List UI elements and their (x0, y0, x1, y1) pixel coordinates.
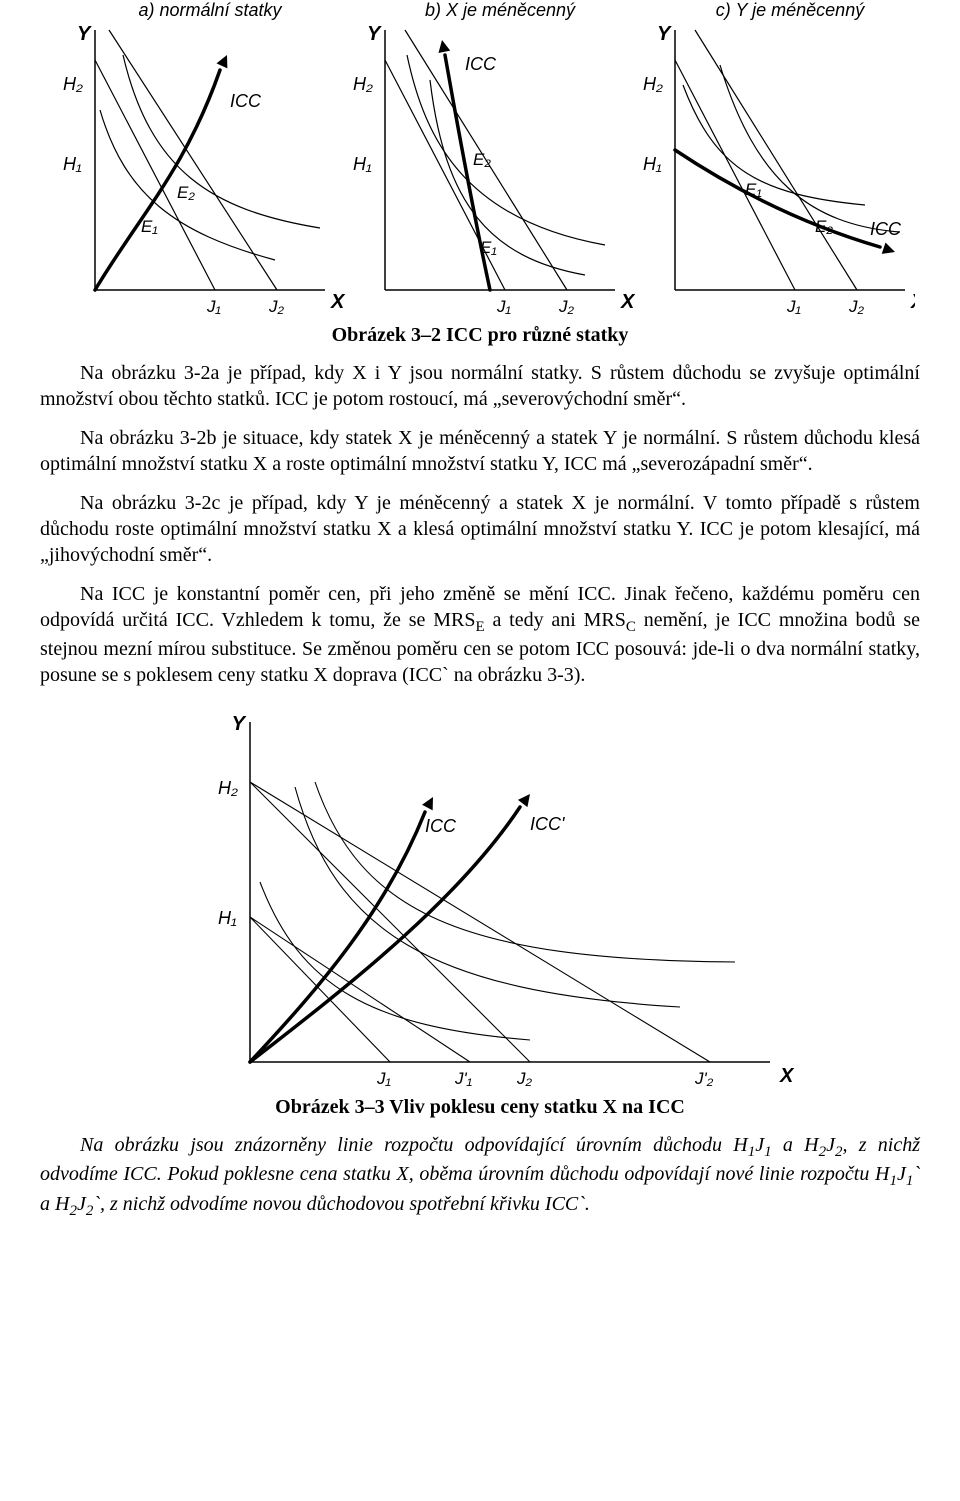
paragraph-4: Na ICC je konstantní poměr cen, při jeho… (40, 582, 920, 688)
paragraph-5: Na obrázku jsou znázorněny linie rozpočt… (40, 1133, 920, 1221)
svg-text:J'₂: J'₂ (694, 1069, 714, 1088)
svg-text:H₁: H₁ (63, 154, 82, 174)
svg-text:b) X je méněcenný: b) X je méněcenný (425, 0, 576, 20)
figure1-caption: Obrázek 3–2 ICC pro různé statky (40, 324, 920, 347)
svg-text:J₁: J₁ (376, 1069, 391, 1088)
svg-text:Y: Y (77, 23, 92, 45)
paragraph-3: Na obrázku 3-2c je případ, kdy Y je méně… (40, 491, 920, 568)
svg-text:ICC: ICC (465, 54, 497, 74)
svg-text:ICC': ICC' (530, 814, 565, 834)
svg-text:H₂: H₂ (218, 778, 238, 798)
svg-text:E₁: E₁ (141, 217, 158, 236)
svg-text:H₂: H₂ (643, 74, 663, 94)
svg-text:H₂: H₂ (63, 74, 83, 94)
paragraph-2: Na obrázku 3-2b je situace, kdy statek X… (40, 426, 920, 477)
svg-text:E₁: E₁ (480, 238, 497, 257)
svg-text:X: X (620, 291, 636, 313)
svg-text:X: X (330, 291, 346, 313)
svg-text:a) normální statky: a) normální statky (138, 0, 282, 20)
svg-text:H₂: H₂ (353, 74, 373, 94)
svg-text:E₂: E₂ (177, 183, 195, 202)
svg-text:ICC: ICC (425, 816, 457, 836)
svg-text:E₁: E₁ (745, 180, 762, 199)
svg-text:Y: Y (232, 713, 247, 735)
svg-text:H₁: H₁ (643, 154, 662, 174)
svg-text:Y: Y (367, 23, 382, 45)
svg-text:J₁: J₁ (206, 297, 221, 316)
svg-text:E₂: E₂ (815, 217, 833, 236)
svg-text:J₁: J₁ (786, 297, 801, 316)
svg-text:J₂: J₂ (516, 1069, 533, 1088)
svg-text:J₂: J₂ (268, 297, 285, 316)
svg-text:c) Y je méněcenný: c) Y je méněcenný (716, 0, 865, 20)
svg-text:ICC: ICC (870, 219, 902, 239)
figure2-caption: Obrázek 3–3 Vliv poklesu ceny statku X n… (40, 1096, 920, 1119)
svg-text:J₁: J₁ (496, 297, 511, 316)
figure-icc-three-panels: a) normální statky Y X J₁ J₂ H₁ H₂ E₁ E₂ ICC b) X … (45, 0, 915, 320)
svg-text:J₂: J₂ (848, 297, 865, 316)
svg-text:J₂: J₂ (558, 297, 575, 316)
svg-text:Y: Y (657, 23, 672, 45)
svg-text:H₁: H₁ (218, 908, 237, 928)
svg-text:X: X (910, 291, 915, 313)
svg-text:ICC: ICC (230, 91, 262, 111)
svg-text:E₂: E₂ (473, 150, 491, 169)
svg-text:J'₁: J'₁ (454, 1069, 472, 1088)
paragraph-1: Na obrázku 3-2a je případ, kdy X i Y jso… (40, 361, 920, 412)
svg-text:H₁: H₁ (353, 154, 372, 174)
figure-icc-price-change: Y X J₁ J'₁ J₂ J'₂ H₁ H₂ ICC ICC' (160, 702, 800, 1092)
svg-text:X: X (779, 1065, 795, 1087)
